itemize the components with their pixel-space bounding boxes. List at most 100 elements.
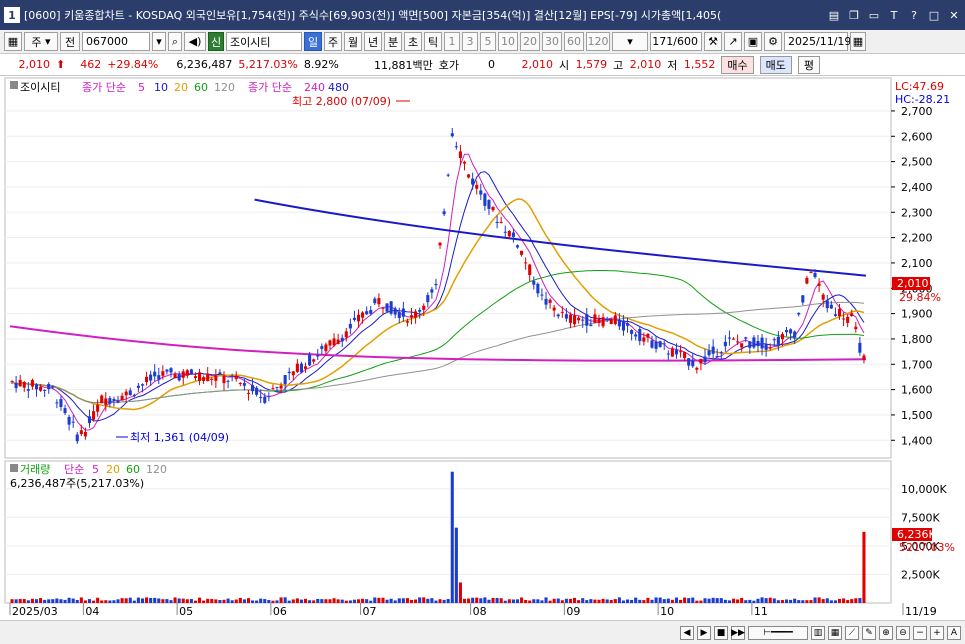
font-size-icon[interactable]: A <box>947 625 961 640</box>
volume-bar <box>10 599 14 603</box>
stop-icon[interactable]: ■ <box>714 625 728 640</box>
buy-button[interactable]: 매수 <box>721 55 754 74</box>
volume-bar <box>442 599 446 603</box>
minimize-icon[interactable]: ▭ <box>868 8 880 22</box>
gear-icon[interactable]: ⚙ <box>764 32 782 51</box>
interval-120[interactable]: 120 <box>586 32 610 51</box>
interval-select[interactable]: ▾ <box>612 32 648 51</box>
zoom-in-icon[interactable]: ⊕ <box>879 625 893 640</box>
candle-body <box>426 295 430 303</box>
tab-tick[interactable]: 틱 <box>424 32 442 51</box>
candle-body <box>128 390 132 396</box>
volume-bar <box>723 599 727 603</box>
candle-body <box>149 374 153 381</box>
search-icon[interactable]: ⌕ <box>168 32 182 51</box>
volume-bar <box>784 599 789 603</box>
restore-icon[interactable]: ❐ <box>849 8 859 22</box>
candle-body <box>666 353 670 355</box>
interval-1[interactable]: 1 <box>444 32 460 51</box>
fast-forward-icon[interactable]: ▶▶ <box>731 625 745 640</box>
candle-body <box>30 380 34 387</box>
volume-bar <box>255 600 259 603</box>
bar-type-icon[interactable]: ▦ <box>828 625 842 640</box>
tab-daily[interactable]: 일 <box>304 32 322 51</box>
sell-button[interactable]: 매도 <box>759 55 792 74</box>
candle-body <box>613 315 617 325</box>
interval-5[interactable]: 5 <box>480 32 496 51</box>
y-tick-label: 2,600 <box>901 130 933 143</box>
lc-label: LC:47.69 <box>895 80 944 93</box>
data-count-field[interactable]: 171/600 <box>650 32 702 51</box>
close-icon[interactable]: ✕ <box>949 8 959 22</box>
volume-bar <box>683 597 687 603</box>
stock-code-input[interactable]: 067000 <box>82 32 150 51</box>
candle-settings-icon[interactable]: ⚒ <box>704 32 722 51</box>
grid-icon[interactable]: ▦ <box>4 32 22 51</box>
prev-button[interactable]: 전 <box>60 32 80 51</box>
volume-bar <box>740 597 744 603</box>
zoom-slider[interactable]: ⊢━━━━ <box>748 625 808 640</box>
minus-icon[interactable]: − <box>913 625 927 640</box>
plus-icon[interactable]: + <box>930 625 944 640</box>
price-chart-svg[interactable]: 2,7002,6002,5002,4002,3002,2002,1002,000… <box>0 76 965 620</box>
ma-legend-10: 10 <box>154 81 168 94</box>
chart-type-icon[interactable]: ▥ <box>811 625 825 640</box>
date-input[interactable]: 2025/11/19 <box>784 32 851 51</box>
panel-icon[interactable]: ▤ <box>828 8 840 22</box>
scroll-right-icon[interactable]: ▶ <box>697 625 711 640</box>
line-type-icon[interactable]: ⟋ <box>845 625 859 640</box>
draw-tool-icon[interactable]: ✎ <box>862 625 876 640</box>
candle-body <box>491 206 495 211</box>
vol-legend-handle-icon[interactable] <box>10 464 18 472</box>
stock-type-select[interactable]: 주 ▾ <box>24 32 58 51</box>
candle-body <box>801 295 805 303</box>
tab-weekly[interactable]: 주 <box>324 32 342 51</box>
candle-body <box>169 368 173 373</box>
maximize-icon[interactable]: □ <box>928 8 940 22</box>
chart-area[interactable]: 2,7002,6002,5002,4002,3002,2002,1002,000… <box>0 76 965 644</box>
volume-bar <box>75 599 79 603</box>
calendar-icon[interactable]: ▦ <box>850 32 866 51</box>
candle-body <box>75 434 79 442</box>
pct-tag: 29.84% <box>899 291 941 304</box>
volume-bar <box>291 599 295 603</box>
interval-3[interactable]: 3 <box>462 32 478 51</box>
volume-bar <box>414 599 418 603</box>
legend-handle-icon[interactable] <box>10 81 18 89</box>
interval-10[interactable]: 10 <box>498 32 518 51</box>
x-tick-label: 09 <box>566 605 580 618</box>
candle-body <box>324 344 328 352</box>
price-tag-bg <box>892 277 930 290</box>
speaker-icon[interactable]: ◀) <box>184 32 206 51</box>
tab-minute[interactable]: 분 <box>384 32 402 51</box>
pin-icon[interactable]: T <box>890 8 898 22</box>
interval-30[interactable]: 30 <box>542 32 562 51</box>
interval-20[interactable]: 20 <box>520 32 540 51</box>
volume-bar <box>279 597 283 603</box>
tab-second[interactable]: 초 <box>404 32 422 51</box>
volume-bar <box>157 598 161 603</box>
save-icon[interactable]: ▣ <box>744 32 762 51</box>
eval-button[interactable]: 평 <box>797 55 821 74</box>
tab-yearly[interactable]: 년 <box>364 32 382 51</box>
volume-bar <box>695 600 699 603</box>
volume-bar <box>589 599 593 603</box>
draw-line-icon[interactable]: ↗ <box>724 32 742 51</box>
tab-monthly[interactable]: 월 <box>344 32 362 51</box>
interval-60[interactable]: 60 <box>564 32 584 51</box>
candle-body <box>26 389 30 391</box>
zoom-out-icon[interactable]: ⊖ <box>896 625 910 640</box>
candle-body <box>650 340 654 348</box>
chevron-down-icon[interactable]: ▾ <box>152 32 166 51</box>
help-icon[interactable]: ? <box>911 8 917 22</box>
credit-badge[interactable]: 신 <box>208 32 224 51</box>
volume-bar <box>206 598 210 603</box>
candle-body <box>140 384 145 386</box>
volume-bar <box>691 597 695 603</box>
candle-body <box>161 371 165 376</box>
scroll-left-icon[interactable]: ◀ <box>680 625 694 640</box>
volume-bar <box>858 597 862 603</box>
candle-body <box>731 338 736 340</box>
volume-bar <box>568 598 573 603</box>
chart-scrollbar[interactable]: ◀ ▶ ■ ▶▶ ⊢━━━━ ▥ ▦ ⟋ ✎ ⊕ ⊖ − + A <box>0 620 965 644</box>
